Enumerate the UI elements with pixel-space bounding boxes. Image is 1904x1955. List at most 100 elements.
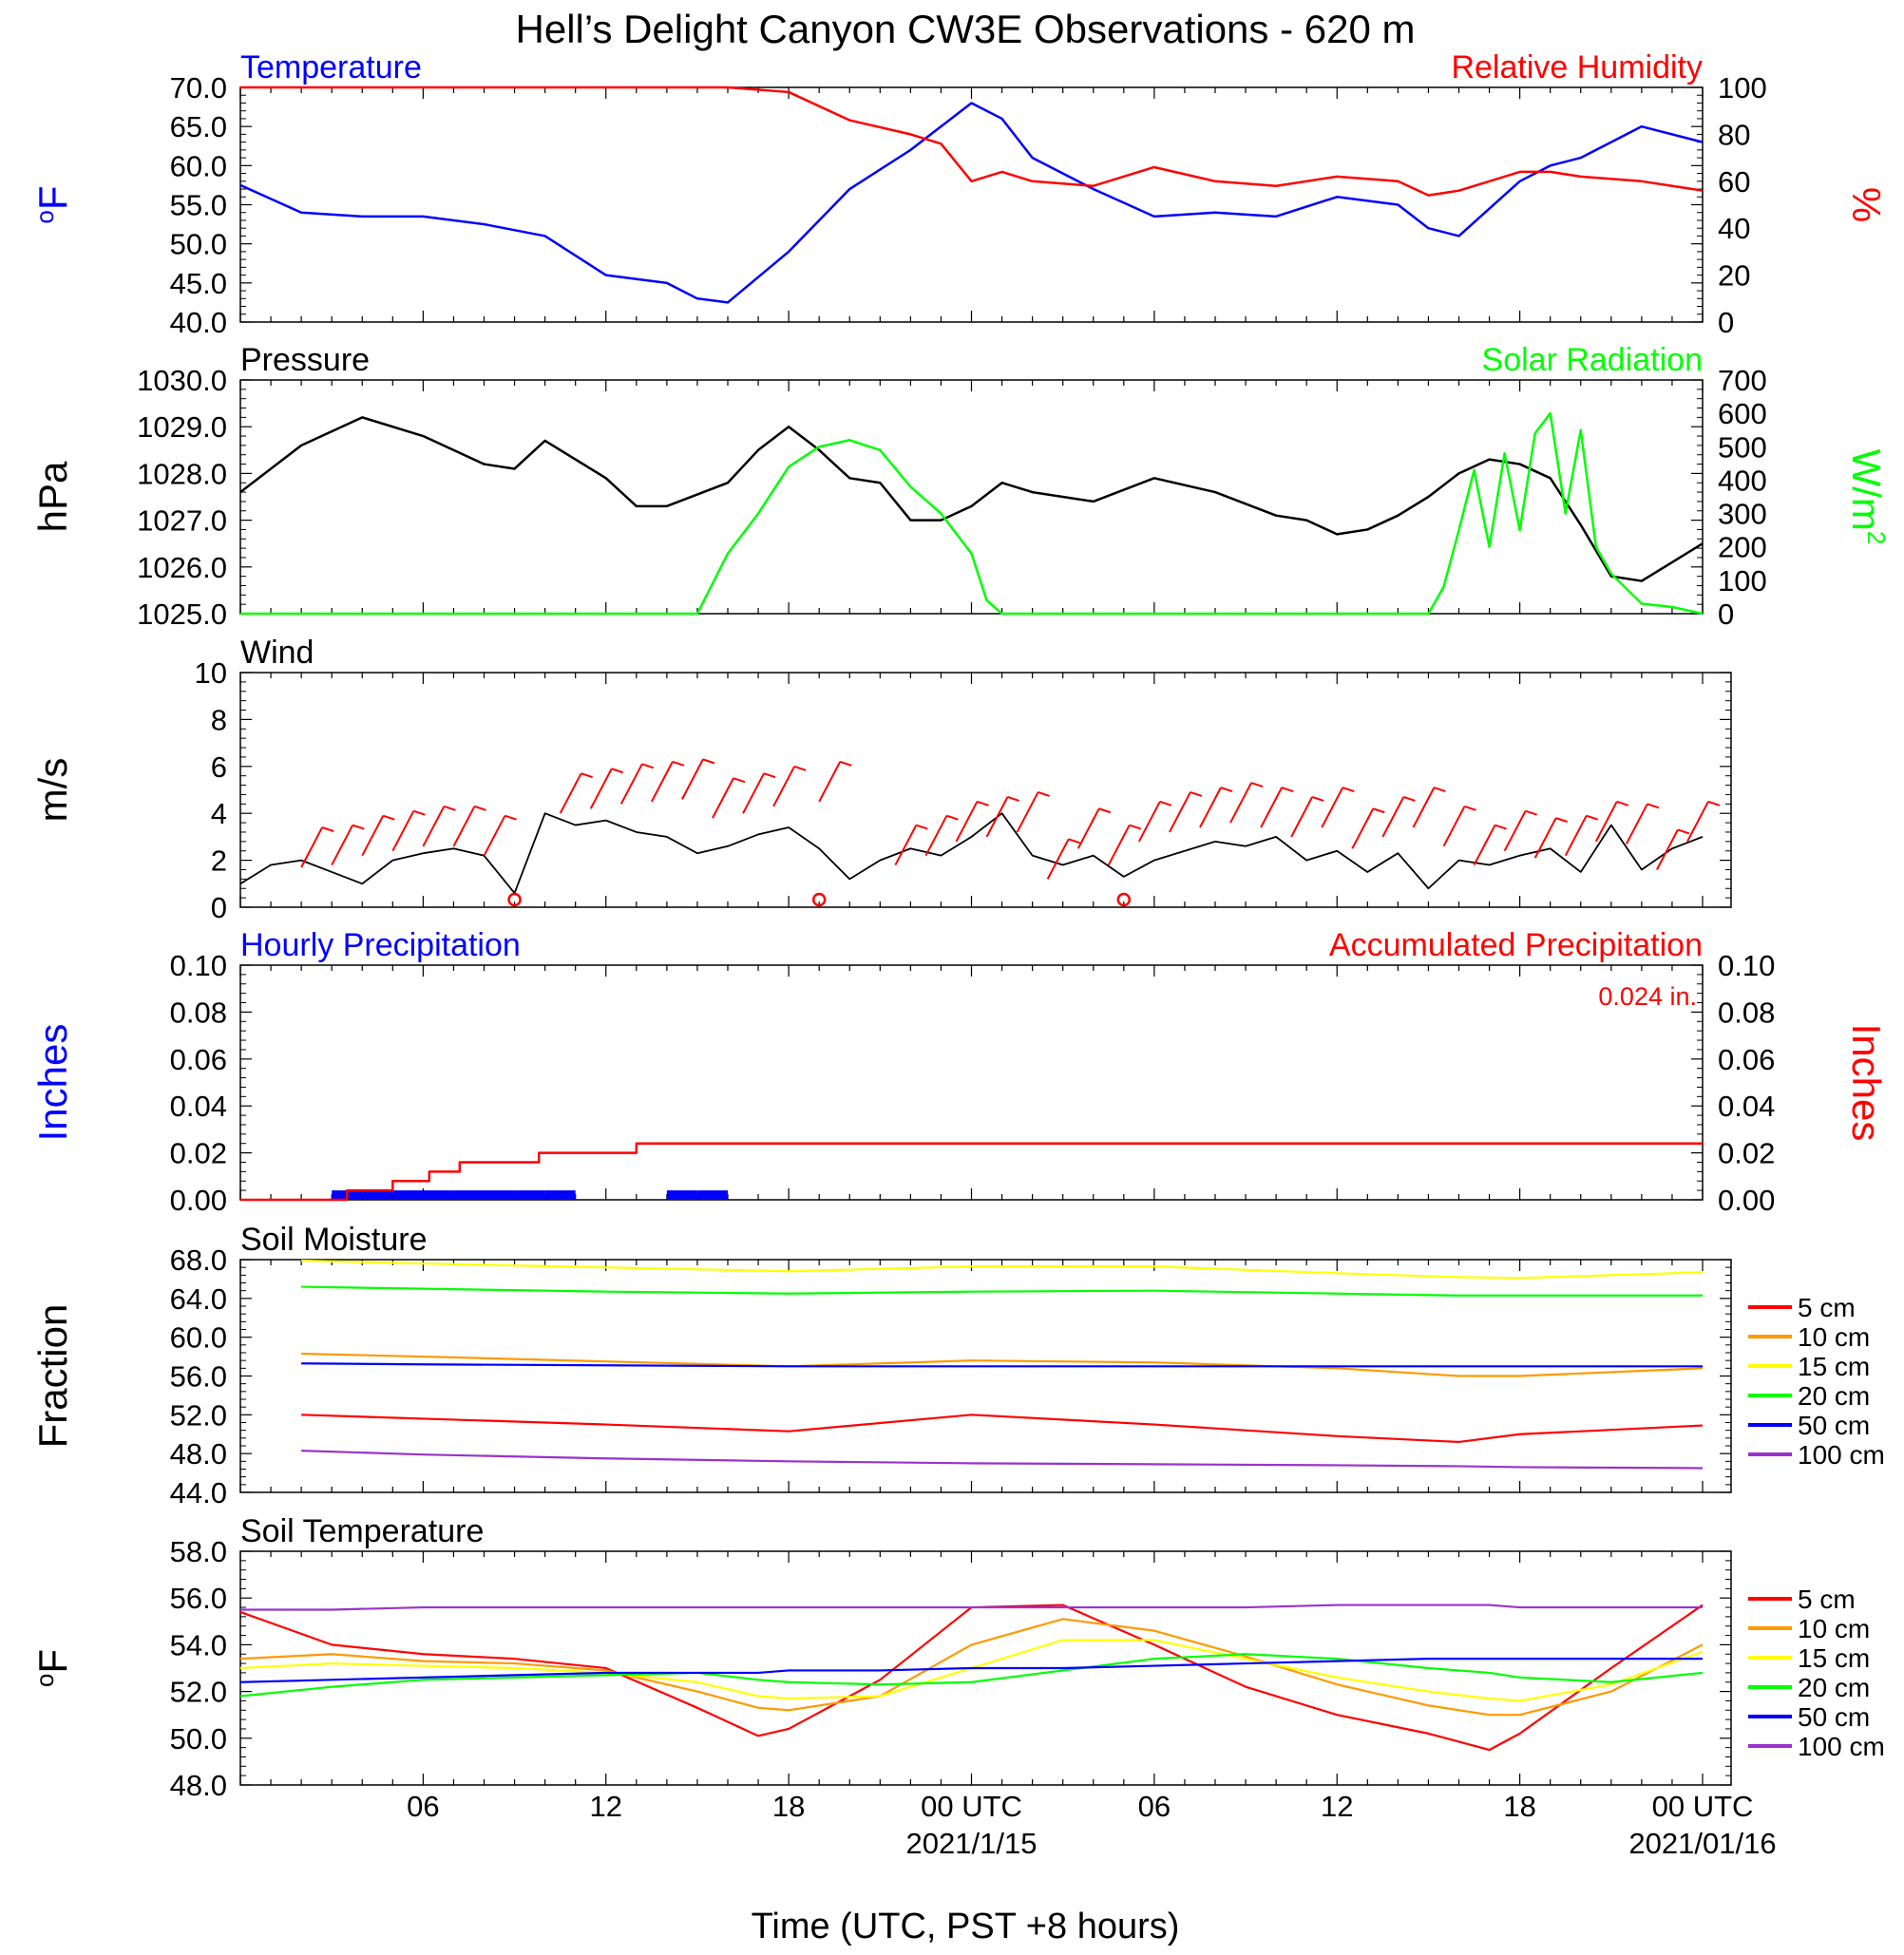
y-tick-label: 0.00 bbox=[170, 1184, 227, 1217]
y-right-tick-label: 0.04 bbox=[1718, 1090, 1775, 1123]
wind-barb-flag bbox=[641, 763, 655, 769]
y-right-tick-label: 700 bbox=[1718, 364, 1767, 397]
wind-barb bbox=[894, 825, 918, 866]
calm-wind-marker bbox=[507, 892, 522, 907]
hourly-precip-bar bbox=[362, 1190, 393, 1200]
wind-barb bbox=[712, 777, 734, 819]
wind-barb-flag bbox=[1250, 782, 1264, 788]
hourly-precip-bar bbox=[423, 1190, 454, 1200]
x-tick-label: 06 bbox=[1138, 1790, 1171, 1823]
hourly-precip-bar bbox=[514, 1190, 545, 1200]
y-tick-label: 44.0 bbox=[170, 1476, 227, 1509]
wind-barb bbox=[1107, 825, 1131, 866]
soil-series-line bbox=[239, 1653, 1704, 1698]
y-right-tick-label: 100 bbox=[1718, 71, 1767, 104]
x-tick-label: 12 bbox=[590, 1790, 622, 1823]
y-tick-label: 60.0 bbox=[170, 149, 227, 182]
wind-barb bbox=[1381, 796, 1405, 838]
x-axis-label: Time (UTC, PST +8 hours) bbox=[752, 1907, 1180, 1946]
wind-barb-flag bbox=[1311, 795, 1324, 802]
x-tick-label: 00 UTC bbox=[1652, 1790, 1754, 1823]
time-axis: 06 12 18 00 UTC 06 12 18 00 UTC 2021/1/15 2021/01… bbox=[407, 1790, 1776, 1860]
panel-title-left: Temperature bbox=[240, 49, 422, 85]
hourly-precip-bar bbox=[544, 1190, 576, 1200]
legend-label: 10 cm bbox=[1798, 1614, 1870, 1643]
y-tick-label: 48.0 bbox=[170, 1437, 227, 1471]
y-axis-label: oF bbox=[30, 185, 75, 223]
soil-series-line bbox=[301, 1450, 1704, 1470]
wind-barb-flag bbox=[977, 800, 989, 807]
legend-label: 10 cm bbox=[1798, 1322, 1870, 1352]
panel-precipitation: 0.10 0.08 0.06 0.04 0.02 0.00 0.10 0.08 0.06 0.04… bbox=[30, 927, 1889, 1217]
y-tick-label: 55.0 bbox=[170, 189, 227, 222]
soil-series-line bbox=[301, 1352, 1704, 1377]
wind-barb bbox=[1199, 787, 1222, 828]
unit-text: W/m bbox=[1844, 449, 1889, 531]
legend-label: 50 cm bbox=[1798, 1702, 1870, 1732]
y-tick-label: 4 bbox=[211, 797, 227, 830]
wind-barb-flag bbox=[611, 768, 624, 774]
wind-barb-flag bbox=[1342, 787, 1355, 792]
wind-barb bbox=[1229, 782, 1252, 824]
wind-barb bbox=[1533, 817, 1557, 859]
wind-barb bbox=[483, 815, 506, 857]
y-tick-label: 1029.0 bbox=[137, 410, 227, 444]
hourly-precip-bar bbox=[392, 1190, 424, 1200]
y-tick-label: 0.08 bbox=[170, 996, 227, 1029]
wind-barb-flag bbox=[1525, 809, 1537, 816]
y-axis-label: m/s bbox=[30, 758, 75, 823]
panel-title-left: Soil Temperature bbox=[240, 1513, 484, 1549]
y-tick-label: 1028.0 bbox=[137, 457, 227, 490]
y-tick-label: 48.0 bbox=[170, 1769, 227, 1802]
legend-label: 15 cm bbox=[1798, 1643, 1870, 1673]
y-tick-label: 6 bbox=[211, 750, 227, 784]
y-tick-label: 56.0 bbox=[170, 1360, 227, 1394]
y-tick-label: 50.0 bbox=[170, 1722, 227, 1756]
wind-speed-line bbox=[239, 812, 1704, 895]
legend-label: 50 cm bbox=[1798, 1411, 1870, 1440]
wind-barb-flag bbox=[702, 758, 715, 765]
wind-barb-flag bbox=[505, 814, 517, 821]
panel-title-left: Pressure bbox=[240, 342, 370, 378]
y-right-tick-label: 0.10 bbox=[1718, 949, 1775, 982]
y-right-tick-label: 100 bbox=[1718, 564, 1767, 598]
wind-barb-flag bbox=[916, 824, 928, 830]
wind-barb-flag bbox=[1616, 800, 1629, 807]
y-right-tick-label: 400 bbox=[1718, 464, 1767, 497]
x-tick-label: 06 bbox=[407, 1790, 439, 1823]
soil-series-line bbox=[301, 1259, 1704, 1280]
panel-frame bbox=[239, 672, 1732, 908]
degree-sign: o bbox=[30, 1674, 59, 1687]
y-right-axis-label: W/m2 bbox=[1844, 449, 1891, 545]
legend-label: 20 cm bbox=[1798, 1381, 1870, 1411]
y-tick-label: 45.0 bbox=[170, 267, 227, 300]
y-tick-label: 68.0 bbox=[170, 1243, 227, 1277]
y-right-tick-label: 0.06 bbox=[1718, 1043, 1775, 1076]
wind-barb-flag bbox=[382, 814, 395, 821]
wind-barb-flag bbox=[1434, 787, 1446, 792]
wind-barb bbox=[650, 761, 674, 803]
wind-barb bbox=[1503, 810, 1527, 852]
wind-barb-flag bbox=[1495, 824, 1507, 830]
wind-barb bbox=[619, 763, 643, 805]
panel-title-left: Hourly Precipitation bbox=[240, 927, 521, 963]
wind-barb-flag bbox=[1403, 795, 1416, 802]
panel-pressure_solar: 1030.0 1029.0 1028.0 1027.0 1026.0 1025.0 7006… bbox=[30, 342, 1891, 631]
wind-barb bbox=[422, 806, 446, 847]
wind-barb bbox=[1656, 829, 1679, 870]
wind-barb-flag bbox=[1038, 791, 1050, 797]
wind-barb bbox=[1321, 787, 1344, 828]
y-tick-label: 56.0 bbox=[170, 1582, 227, 1615]
y-axis-label: oF bbox=[30, 1649, 75, 1687]
calm-wind-marker bbox=[1116, 892, 1132, 907]
legend-label: 100 cm bbox=[1798, 1732, 1885, 1761]
y-right-tick-label: 600 bbox=[1718, 397, 1767, 430]
legend-label: 5 cm bbox=[1798, 1585, 1856, 1614]
wind-barb-flag bbox=[672, 760, 685, 767]
y-right-tick-label: 80 bbox=[1718, 118, 1750, 151]
y-tick-label: 70.0 bbox=[170, 71, 227, 104]
wind-barb bbox=[559, 772, 582, 814]
panel-title-right: Relative Humidity bbox=[1451, 49, 1703, 85]
wind-barb-flag bbox=[1707, 800, 1721, 807]
